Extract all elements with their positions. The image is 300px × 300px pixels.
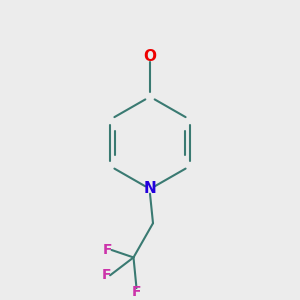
Text: F: F (102, 268, 111, 282)
Text: F: F (132, 285, 141, 299)
Text: O: O (143, 49, 157, 64)
Text: N: N (144, 182, 156, 196)
Text: F: F (103, 243, 113, 257)
